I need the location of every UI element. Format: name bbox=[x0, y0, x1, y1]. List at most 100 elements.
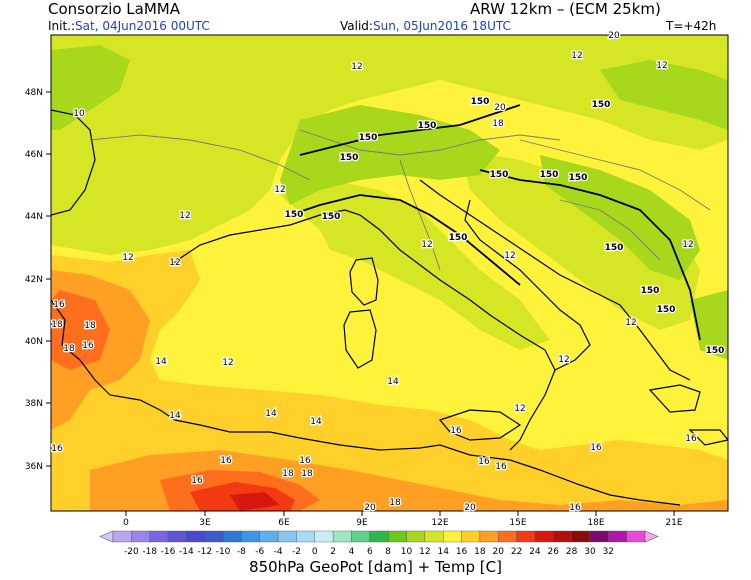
temperature-label: 18 bbox=[63, 344, 75, 354]
colorbar-label: -14 bbox=[179, 547, 194, 557]
longitude-label: 6E bbox=[278, 518, 290, 528]
colorbar-label: 18 bbox=[474, 547, 486, 557]
temperature-label: 18 bbox=[84, 321, 96, 331]
temperature-label: 12 bbox=[179, 211, 190, 221]
geopotential-label: 150 bbox=[569, 173, 588, 183]
geopotential-label: 150 bbox=[418, 121, 437, 131]
colorbar-swatch bbox=[498, 530, 517, 543]
temperature-label: 12 bbox=[558, 355, 569, 365]
temperature-label: 18 bbox=[492, 119, 504, 129]
colorbar: -20 -18 -16 -14 -12 -10 -8 -6 -4 -2 0 2 4 6 8 10 12 14 16 1… bbox=[99, 530, 659, 557]
temperature-label: 14 bbox=[387, 377, 399, 387]
model-provider-title: Consorzio LaMMA bbox=[48, 0, 180, 18]
temperature-label: 20 bbox=[494, 103, 506, 113]
temperature-label: 16 bbox=[685, 434, 697, 444]
colorbar-label: -16 bbox=[161, 547, 176, 557]
longitude-ticks: 0 3E 6E 9E 12E 15E 18E 21E bbox=[123, 511, 683, 528]
longitude-label: 18E bbox=[587, 518, 604, 528]
colorbar-swatch bbox=[296, 530, 315, 543]
colorbar-label: 8 bbox=[385, 547, 391, 557]
temperature-label: 16 bbox=[495, 462, 507, 472]
longitude-label: 12E bbox=[431, 518, 448, 528]
init-time: Init.:Sat, 04Jun2016 00UTC bbox=[48, 19, 210, 33]
colorbar-swatch bbox=[443, 530, 462, 543]
colorbar-label: 32 bbox=[603, 547, 614, 557]
geopotential-label: 150 bbox=[490, 170, 509, 180]
geopotential-label: 150 bbox=[471, 97, 490, 107]
field-title: 850hPa GeoPot [dam] + Temp [C] bbox=[249, 558, 502, 576]
colorbar-label: -4 bbox=[274, 547, 283, 557]
colorbar-label: 28 bbox=[566, 547, 578, 557]
temperature-label: 12 bbox=[421, 240, 432, 250]
colorbar-label: -2 bbox=[292, 547, 301, 557]
colorbar-label: 6 bbox=[367, 547, 373, 557]
colorbar-swatch bbox=[222, 530, 242, 543]
colorbar-swatch bbox=[112, 530, 132, 543]
colorbar-label: 10 bbox=[401, 547, 413, 557]
colorbar-swatch bbox=[131, 530, 150, 543]
temperature-label: 20 bbox=[364, 503, 376, 513]
temperature-label: 12 bbox=[514, 404, 525, 414]
latitude-label: 40N bbox=[25, 337, 43, 347]
colorbar-label: -10 bbox=[216, 547, 231, 557]
latitude-label: 46N bbox=[25, 150, 43, 160]
temperature-label: 12 bbox=[169, 258, 180, 268]
colorbar-swatch bbox=[534, 530, 554, 543]
temperature-label: 18 bbox=[51, 320, 63, 330]
colorbar-swatch bbox=[479, 530, 499, 543]
latitude-label: 42N bbox=[25, 275, 43, 285]
map-frame bbox=[50, 34, 729, 512]
latitude-label: 48N bbox=[25, 88, 43, 98]
colorbar-swatch bbox=[589, 530, 609, 543]
temperature-label: 18 bbox=[301, 469, 313, 479]
longitude-label: 3E bbox=[199, 518, 211, 528]
colorbar-swatch bbox=[241, 530, 260, 543]
temperature-label: 20 bbox=[464, 503, 476, 513]
geopotential-label: 150 bbox=[322, 212, 341, 222]
colorbar-label: 4 bbox=[349, 547, 355, 557]
colorbar-swatch bbox=[387, 530, 407, 543]
colorbar-label: -20 bbox=[124, 547, 139, 557]
colorbar-swatch bbox=[424, 530, 444, 543]
colorbar-label: 2 bbox=[330, 547, 336, 557]
geopotential-label: 150 bbox=[592, 100, 611, 110]
colorbar-label: 22 bbox=[511, 547, 522, 557]
geopotential-label: 150 bbox=[706, 346, 725, 356]
geopotential-label: 150 bbox=[657, 305, 676, 315]
colorbar-label: 0 bbox=[312, 547, 318, 557]
colorbar-label: 14 bbox=[437, 547, 449, 557]
colorbar-swatch bbox=[167, 530, 187, 543]
colorbar-swatch bbox=[149, 530, 169, 543]
temperature-label: 16 bbox=[450, 426, 462, 436]
colorbar-swatch bbox=[277, 530, 297, 543]
temperature-label: 16 bbox=[191, 476, 203, 486]
temperature-label: 16 bbox=[478, 457, 490, 467]
temperature-label: 16 bbox=[53, 300, 65, 310]
colorbar-label: 24 bbox=[529, 547, 541, 557]
valid-label: Valid: bbox=[340, 19, 373, 33]
geopotential-label: 150 bbox=[540, 170, 559, 180]
temperature-label: 14 bbox=[169, 411, 181, 421]
colorbar-swatch bbox=[406, 530, 426, 543]
colorbar-label: -8 bbox=[237, 547, 246, 557]
colorbar-swatch bbox=[259, 530, 279, 543]
colorbar-label: 30 bbox=[584, 547, 596, 557]
temperature-label: 12 bbox=[504, 251, 515, 261]
colorbar-label: 16 bbox=[456, 547, 468, 557]
colorbar-overflow-triangle bbox=[644, 530, 659, 543]
temperature-label: 12 bbox=[625, 318, 636, 328]
forecast-lead-time: T=+42h bbox=[666, 19, 717, 33]
init-value: Sat, 04Jun2016 00UTC bbox=[75, 19, 210, 33]
colorbar-swatch bbox=[369, 530, 389, 543]
temperature-label: 16 bbox=[569, 503, 581, 513]
temperature-label: 14 bbox=[310, 417, 322, 427]
model-name-title: ARW 12km – (ECM 25km) bbox=[470, 0, 661, 18]
colorbar-swatch bbox=[608, 530, 627, 543]
colorbar-underflow-triangle bbox=[99, 530, 114, 543]
colorbar-swatch bbox=[516, 530, 536, 543]
temperature-label: 12 bbox=[274, 185, 285, 195]
geopotential-label: 150 bbox=[340, 153, 359, 163]
colorbar-swatch bbox=[332, 530, 352, 543]
